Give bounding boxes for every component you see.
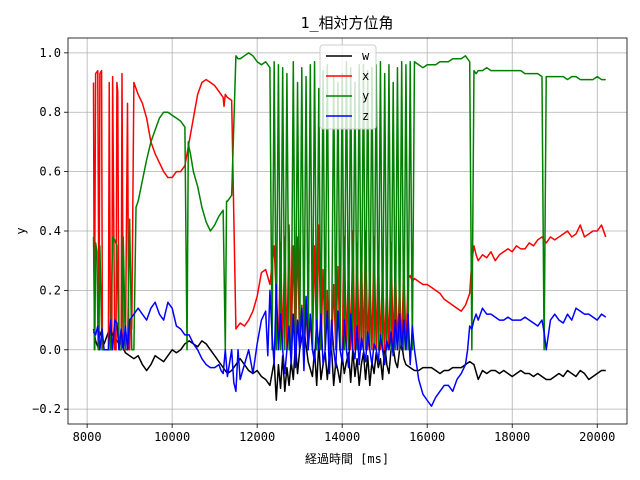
series-line-y <box>92 52 606 351</box>
y-tick-label: 0.6 <box>39 165 61 179</box>
x-tick-label: 14000 <box>324 430 360 444</box>
y-tick-label: 0.0 <box>39 343 61 357</box>
chart-title: 1_相対方位角 <box>300 14 393 32</box>
series-line-w <box>92 325 606 401</box>
x-tick-label: 18000 <box>494 430 530 444</box>
legend-label-z: z <box>362 109 369 123</box>
y-tick-label: 0.4 <box>39 224 61 238</box>
axis-ticks: 8000 10000 12000 14000 16000 18000 20000 −0.2 0.… <box>32 46 615 444</box>
legend-label-y: y <box>362 89 369 103</box>
y-tick-label: 0.8 <box>39 105 61 119</box>
legend: w x y z <box>319 44 377 130</box>
y-tick-label: 0.2 <box>39 283 61 297</box>
x-tick-label: 10000 <box>154 430 190 444</box>
legend-label-x: x <box>362 69 369 83</box>
y-axis-label: y <box>14 227 28 234</box>
x-tick-label: 8000 <box>73 430 102 444</box>
x-tick-label: 20000 <box>579 430 615 444</box>
x-tick-label: 16000 <box>409 430 445 444</box>
series-line-x <box>92 69 607 351</box>
legend-box <box>319 44 377 130</box>
legend-label-w: w <box>362 49 370 63</box>
y-tick-label: −0.2 <box>32 402 61 416</box>
x-tick-label: 12000 <box>239 430 275 444</box>
y-tick-label: 1.0 <box>39 46 61 60</box>
series-line-z <box>92 283 607 407</box>
x-axis-label: 経過時間 [ms] <box>305 452 389 466</box>
plot-series <box>92 52 607 407</box>
